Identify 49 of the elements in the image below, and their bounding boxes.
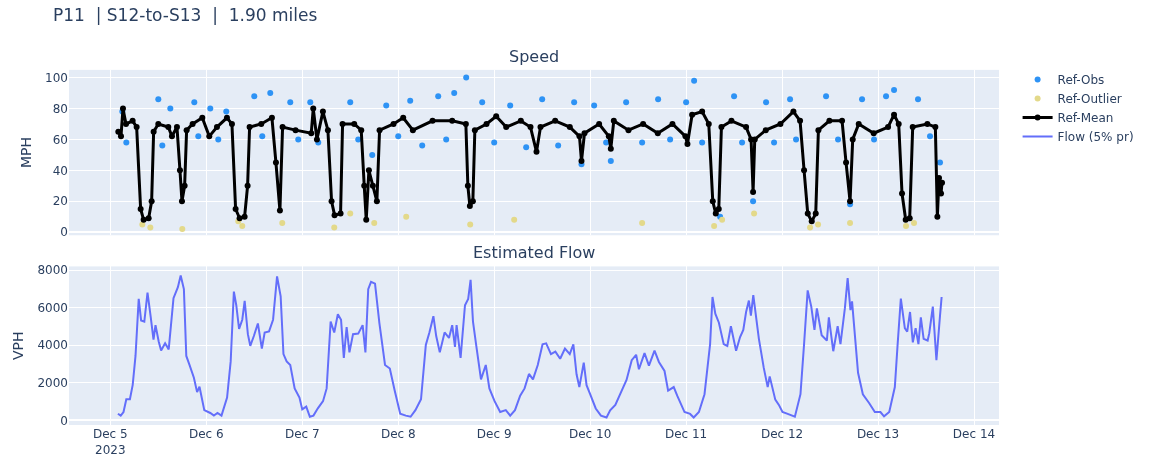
point xyxy=(147,224,154,231)
y-axis-title: MPH xyxy=(17,137,34,169)
point xyxy=(179,226,186,233)
point xyxy=(847,219,854,226)
y-tick-label: 100 xyxy=(45,70,68,85)
x-tick-label: Dec 5 2023 xyxy=(92,427,128,457)
point xyxy=(511,216,518,223)
point xyxy=(639,219,646,226)
y-tick-label: 8000 xyxy=(37,263,68,278)
y-tick-label: 40 xyxy=(52,163,68,178)
y-tick-label: 6000 xyxy=(37,300,68,315)
y-tick-label: 0 xyxy=(60,225,68,240)
x-tick-label: Dec 12 xyxy=(760,427,804,441)
x-tick-label: Dec 7 xyxy=(284,427,320,441)
point xyxy=(911,219,918,226)
y-tick-label: 60 xyxy=(52,132,68,147)
chart-title: Estimated Flow xyxy=(473,243,596,262)
point xyxy=(807,224,814,231)
x-tick-label: Dec 14 xyxy=(952,427,996,441)
y-tick-label: 0 xyxy=(60,413,68,428)
legend-label: Flow (5% pr) xyxy=(1057,130,1134,145)
legend-label: Ref-Obs xyxy=(1057,73,1105,88)
point xyxy=(347,210,354,217)
line-series xyxy=(116,274,943,419)
legend-label: Ref-Outlier xyxy=(1057,92,1122,107)
point xyxy=(903,222,910,229)
x-tick-label: Dec 11 xyxy=(664,427,708,441)
point xyxy=(331,224,338,231)
chart-subtitle: Speed xyxy=(509,47,560,66)
y-axis-title: VPH xyxy=(10,331,27,360)
x-tick-label: Dec 9 xyxy=(476,427,512,441)
y-tick-label: 4000 xyxy=(37,338,68,353)
legend-label: Ref-Mean xyxy=(1057,111,1114,126)
x-tick-label: Dec 13 xyxy=(856,427,900,441)
point xyxy=(467,221,474,228)
point xyxy=(279,219,286,226)
x-tick-label: Dec 8 xyxy=(380,427,416,441)
point xyxy=(403,213,410,220)
x-tick-label: Dec 6 xyxy=(188,427,224,441)
y-tick-label: 80 xyxy=(52,101,68,116)
point xyxy=(239,222,246,229)
point xyxy=(711,222,718,229)
chart-title: P11 | S12-to-S13 | 1.90 miles xyxy=(53,4,318,25)
x-tick-label: Dec 10 xyxy=(568,427,612,441)
point xyxy=(371,219,378,226)
y-tick-label: 20 xyxy=(52,194,68,209)
y-tick-label: 2000 xyxy=(37,375,68,390)
point xyxy=(751,210,758,217)
point xyxy=(815,221,822,228)
